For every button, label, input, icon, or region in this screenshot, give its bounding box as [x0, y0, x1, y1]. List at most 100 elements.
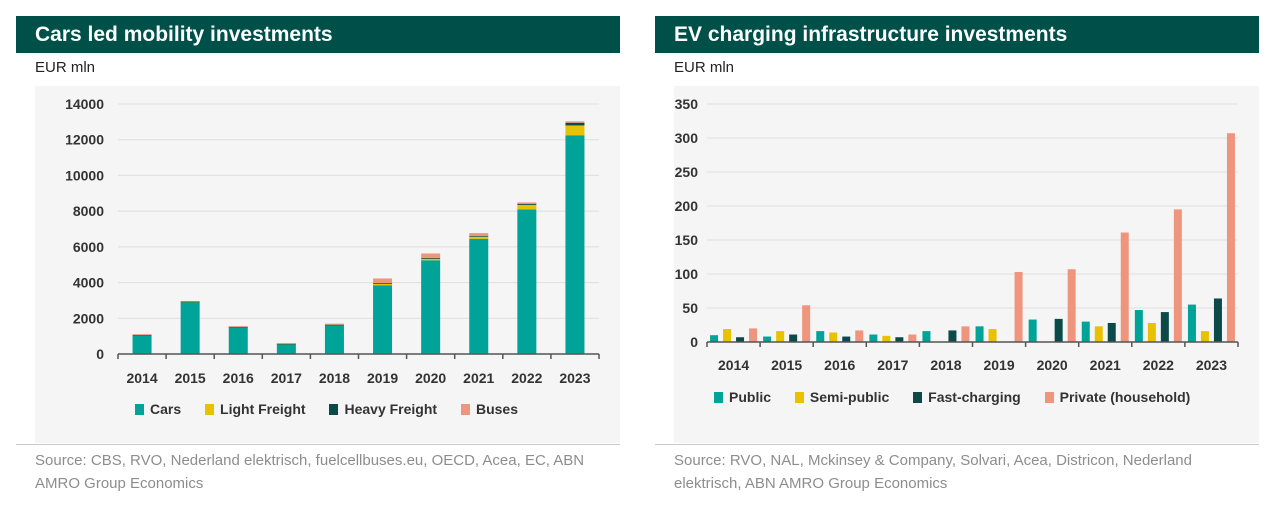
legend-swatch-buses [460, 404, 470, 415]
bar-light-freight [517, 204, 537, 210]
x-tick-label: 2018 [930, 357, 961, 373]
x-tick-label: 2017 [877, 357, 908, 373]
legend-label: Fast-charging [928, 389, 1021, 405]
divider [16, 444, 620, 445]
legend-swatch-fast-charging [913, 392, 923, 403]
x-tick-label: 2022 [1143, 357, 1174, 373]
plot-background [674, 86, 1259, 443]
chart-title: EV charging infrastructure investments [655, 16, 1259, 53]
x-tick-label: 2020 [415, 370, 446, 386]
bar-heavy-freight [469, 235, 489, 237]
bar-semi-public [882, 335, 891, 342]
legend-item-buses: Buses [460, 401, 518, 417]
y-tick-label: 2000 [73, 310, 104, 326]
bar-semi-public [829, 332, 838, 342]
y-tick-label: 0 [96, 346, 104, 362]
bar-fast-charging [1160, 312, 1169, 342]
bar-buses [180, 300, 200, 302]
legend-swatch-light-freight [205, 404, 215, 415]
x-tick-label: 2015 [175, 370, 206, 386]
bar-fast-charging [895, 337, 904, 342]
bar-heavy-freight [565, 122, 585, 126]
legend-label: Heavy Freight [344, 401, 438, 417]
legend-swatch-cars [135, 404, 144, 415]
legend-label: Public [729, 389, 772, 405]
bar-light-freight [421, 258, 441, 261]
bar-cars [276, 344, 296, 354]
bar-semi-public [988, 329, 997, 342]
x-tick-label: 2014 [126, 370, 157, 386]
bar-heavy-freight [517, 203, 537, 205]
bar-semi-public [776, 331, 785, 342]
bar-public [1187, 304, 1196, 342]
chart-panel-right: EV charging infrastructure investments E… [655, 16, 1259, 496]
bar-buses [517, 202, 537, 204]
divider [655, 444, 1259, 445]
bar-cars [132, 335, 152, 354]
bar-private-household [961, 326, 970, 342]
bar-cars [373, 285, 393, 354]
legend-swatch-heavy-freight [329, 404, 339, 415]
x-tick-label: 2014 [718, 357, 749, 373]
bar-heavy-freight [421, 257, 441, 259]
bar-heavy-freight [276, 343, 296, 345]
bar-chart: 0 2000 4000 6000 8000 10000 12000 14000 2014 2015… [65, 96, 600, 386]
y-tick-label: 300 [675, 130, 699, 146]
bar-buses [276, 343, 296, 344]
y-tick-label: 4000 [73, 275, 104, 291]
bar-fast-charging [842, 336, 851, 342]
bar-fast-charging [1054, 318, 1063, 342]
bar-cars [180, 302, 200, 354]
legend-label: Private (household) [1059, 389, 1191, 405]
bar-light-freight [565, 125, 585, 136]
bar-public [763, 336, 772, 342]
y-tick-label: 350 [675, 96, 699, 112]
legend-item-fast-charging: Fast-charging [913, 389, 1021, 405]
chart-legend: Cars Light Freight Heavy Freight Buses [135, 401, 538, 417]
bar-private-household [1173, 209, 1182, 342]
y-tick-label: 250 [675, 164, 699, 180]
bar-public [710, 335, 719, 342]
bar-cars [324, 325, 344, 354]
chart-legend: Public Semi-public Fast-charging Private… [714, 389, 1210, 405]
legend-item-public: Public [714, 389, 771, 405]
y-tick-label: 8000 [73, 203, 104, 219]
x-tick-label: 2017 [271, 370, 302, 386]
bar-buses [228, 326, 248, 327]
bar-public [922, 331, 931, 342]
bar-cars [228, 327, 248, 354]
bar-fast-charging [1213, 298, 1222, 342]
x-tick-label: 2023 [559, 370, 590, 386]
legend-label: Semi-public [809, 389, 890, 405]
bar-cars [421, 260, 441, 354]
bar-buses [469, 233, 489, 236]
bar-buses [132, 334, 152, 335]
y-tick-label: 200 [675, 198, 699, 214]
y-tick-label: 0 [690, 334, 698, 350]
bar-buses [421, 253, 441, 258]
source-note: Source: RVO, NAL, Mckinsey & Company, So… [674, 452, 1192, 492]
bar-heavy-freight [324, 324, 344, 326]
bar-public [1028, 319, 1037, 342]
x-tick-label: 2021 [1090, 357, 1121, 373]
x-tick-label: 2019 [983, 357, 1014, 373]
bar-private-household [1067, 269, 1076, 342]
bar-heavy-freight [373, 282, 393, 284]
x-tick-label: 2022 [511, 370, 542, 386]
y-tick-label: 100 [675, 266, 699, 282]
bar-buses [565, 121, 585, 123]
bar-fast-charging [1107, 322, 1116, 342]
x-tick-label: 2016 [824, 357, 855, 373]
bar-fast-charging [736, 337, 745, 342]
bar-private-household [1120, 232, 1129, 342]
bar-public [1134, 310, 1143, 342]
x-tick-label: 2020 [1037, 357, 1068, 373]
unit-label: EUR mln [35, 59, 96, 76]
bar-public [869, 334, 878, 342]
legend-label: Light Freight [220, 401, 306, 417]
bar-chart: 0 50 100 150 200 250 300 350 2014 2015 2016 2017 201… [675, 96, 1239, 373]
legend-item-private-household: Private (household) [1044, 389, 1191, 405]
legend-swatch-semi-public [794, 392, 804, 403]
bar-cars [565, 135, 585, 354]
y-tick-label: 12000 [65, 132, 104, 148]
